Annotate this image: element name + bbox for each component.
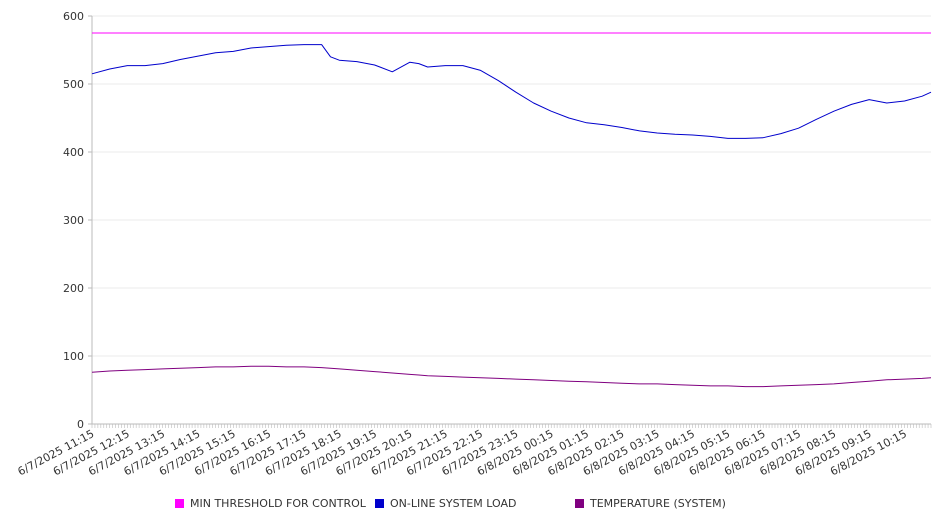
y-tick-label: 600	[63, 10, 84, 23]
grid-lines	[92, 15, 931, 357]
legend-swatch-temperature	[575, 499, 584, 508]
y-tick-label: 500	[63, 78, 84, 91]
legend-swatch-system-load	[375, 499, 384, 508]
legend-label-min-threshold: MIN THRESHOLD FOR CONTROL	[190, 497, 366, 510]
legend-item-temperature: TEMPERATURE (SYSTEM)	[575, 497, 726, 510]
y-tick-label: 100	[63, 350, 84, 363]
series-lines	[91, 32, 932, 388]
legend: MIN THRESHOLD FOR CONTROL ON-LINE SYSTEM…	[0, 497, 946, 517]
legend-item-system-load: ON-LINE SYSTEM LOAD	[375, 497, 516, 510]
y-tick-label: 200	[63, 282, 84, 295]
series-line-1	[91, 44, 932, 139]
series-line-2	[91, 365, 932, 388]
y-tick-label: 400	[63, 146, 84, 159]
legend-item-min-threshold: MIN THRESHOLD FOR CONTROL	[175, 497, 366, 510]
axes	[88, 15, 932, 428]
legend-label-temperature: TEMPERATURE (SYSTEM)	[590, 497, 726, 510]
legend-label-system-load: ON-LINE SYSTEM LOAD	[390, 497, 517, 510]
y-tick-label: 300	[63, 214, 84, 227]
y-tick-label: 0	[77, 418, 84, 431]
legend-swatch-min-threshold	[175, 499, 184, 508]
